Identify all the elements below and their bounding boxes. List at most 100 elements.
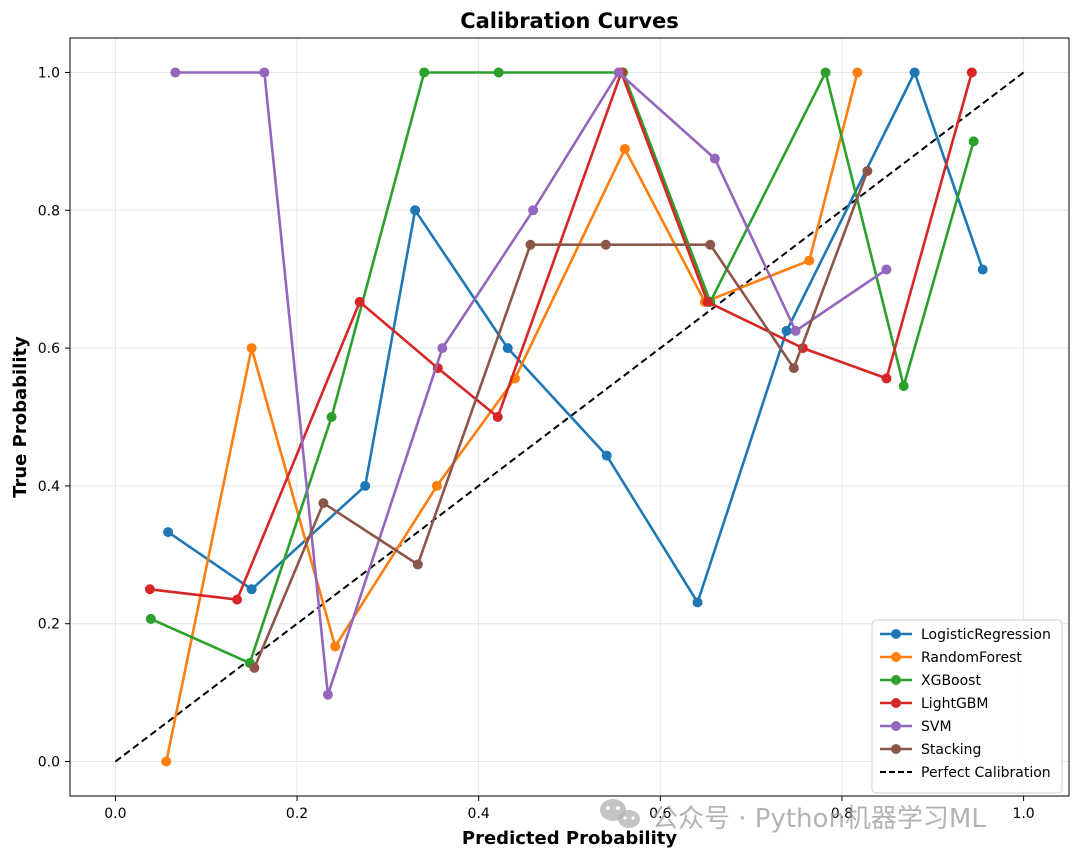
- legend-marker: [891, 744, 901, 754]
- legend-item-randomforest: RandomForest: [880, 650, 1022, 666]
- data-point-logisticregression: [246, 584, 257, 595]
- data-point-svm: [790, 325, 801, 336]
- data-point-svm: [709, 153, 720, 164]
- data-point-xgboost: [419, 67, 430, 78]
- x-tick-label: 0.4: [468, 806, 490, 822]
- data-point-lightgbm: [702, 296, 713, 307]
- y-tick-label: 0.4: [38, 479, 60, 495]
- legend-marker: [891, 629, 901, 639]
- legend: LogisticRegression RandomForest XGBoost Lig…: [871, 619, 1063, 794]
- legend-label: Perfect Calibration: [921, 765, 1051, 781]
- series-stacking: [249, 165, 873, 673]
- legend-marker: [891, 652, 901, 662]
- data-point-logisticregression: [781, 325, 792, 336]
- data-point-randomforest: [852, 67, 863, 78]
- legend-label: Stacking: [921, 742, 981, 758]
- data-point-randomforest: [330, 641, 341, 652]
- data-point-stacking: [318, 498, 329, 509]
- x-tick-label: 0.2: [286, 806, 308, 822]
- x-tick-label: 0.6: [649, 806, 671, 822]
- y-tick-label: 0.6: [38, 341, 60, 357]
- legend-item-lightgbm: LightGBM: [880, 696, 988, 712]
- data-point-stacking: [788, 363, 799, 374]
- data-point-logisticregression: [410, 205, 421, 216]
- series-randomforest: [161, 67, 863, 767]
- data-point-randomforest: [804, 255, 815, 266]
- watermark: 公众号 · Python机器学习ML: [600, 799, 986, 834]
- data-point-lightgbm: [492, 412, 503, 422]
- data-point-randomforest: [619, 143, 630, 154]
- perfect-calibration-line: [114, 71, 1025, 763]
- data-point-xgboost: [145, 613, 156, 624]
- data-point-logisticregression: [360, 480, 371, 491]
- data-point-logisticregression: [502, 343, 513, 354]
- legend-marker: [891, 675, 901, 685]
- data-point-logisticregression: [601, 450, 612, 461]
- data-point-stacking: [862, 165, 873, 176]
- data-point-randomforest: [431, 480, 442, 491]
- legend-marker: [891, 721, 901, 731]
- legend-item-stacking: Stacking: [880, 742, 981, 758]
- data-point-logisticregression: [909, 67, 920, 78]
- data-point-svm: [322, 689, 333, 700]
- legend-item-perfect-calibration: Perfect Calibration: [880, 765, 1051, 781]
- data-point-randomforest: [246, 343, 257, 354]
- data-point-logisticregression: [692, 597, 703, 608]
- y-tick-label: 0.0: [38, 755, 60, 771]
- legend-label: RandomForest: [921, 650, 1022, 666]
- series-svm: [170, 67, 892, 700]
- legend-item-svm: SVM: [880, 719, 952, 735]
- data-point-lightgbm: [232, 594, 243, 605]
- data-point-svm: [170, 67, 181, 78]
- data-point-xgboost: [968, 136, 979, 147]
- legend-item-logisticregression: LogisticRegression: [880, 627, 1051, 643]
- data-point-stacking: [600, 239, 611, 250]
- data-point-svm: [437, 343, 448, 354]
- data-point-xgboost: [326, 412, 337, 422]
- data-point-stacking: [412, 559, 423, 570]
- data-point-lightgbm: [881, 373, 892, 384]
- series-line-xgboost: [150, 71, 975, 665]
- data-point-xgboost: [493, 67, 504, 78]
- data-point-xgboost: [898, 380, 909, 391]
- x-tick-label: 1.0: [1012, 806, 1034, 822]
- series-line-stacking: [253, 170, 869, 669]
- data-point-lightgbm: [966, 67, 977, 78]
- x-tick-label: 0.8: [831, 806, 853, 822]
- data-point-lightgbm: [144, 584, 155, 595]
- x-tick-label: 0.0: [104, 806, 126, 822]
- data-point-stacking: [525, 239, 536, 250]
- data-point-svm: [259, 67, 270, 78]
- legend-label: LogisticRegression: [921, 627, 1051, 643]
- legend-label: XGBoost: [921, 673, 981, 689]
- data-point-svm: [613, 67, 624, 78]
- legend-marker: [891, 698, 901, 708]
- grid: [70, 38, 1069, 796]
- data-point-logisticregression: [163, 527, 174, 538]
- ticks: 0.0 0.2 0.4 0.6 0.8 1.0 0.0 0.2 0.4 0.6 0.8 1.0: [38, 65, 1035, 822]
- wechat-icon: [600, 799, 640, 828]
- legend-label: LightGBM: [921, 696, 988, 712]
- data-point-svm: [528, 205, 539, 216]
- watermark-text: 公众号 · Python机器学习ML: [652, 804, 986, 834]
- y-tick-label: 1.0: [38, 65, 60, 81]
- chart-title: Calibration Curves: [460, 9, 679, 33]
- plot-frame: [69, 37, 1070, 797]
- legend-label: SVM: [921, 719, 952, 735]
- data-point-stacking: [249, 662, 260, 673]
- data-point-svm: [881, 264, 892, 275]
- data-point-lightgbm: [354, 296, 365, 307]
- x-axis-label: Predicted Probability: [462, 828, 677, 849]
- data-point-logisticregression: [977, 264, 988, 275]
- series-layer: [144, 67, 988, 767]
- legend-box: [871, 619, 1063, 794]
- data-point-randomforest: [161, 756, 172, 767]
- data-point-stacking: [705, 239, 716, 250]
- data-point-xgboost: [820, 67, 831, 78]
- y-tick-label: 0.2: [38, 617, 60, 633]
- reference-layer: [114, 71, 1025, 763]
- y-tick-label: 0.8: [38, 203, 60, 219]
- legend-item-xgboost: XGBoost: [880, 673, 981, 689]
